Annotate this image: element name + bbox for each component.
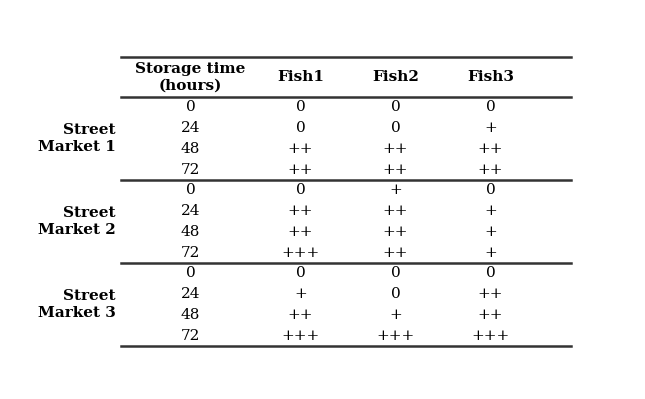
Text: 0: 0 xyxy=(186,184,195,198)
Text: Fish1: Fish1 xyxy=(277,70,324,84)
Text: 0: 0 xyxy=(486,101,495,115)
Text: 0: 0 xyxy=(295,184,306,198)
Text: ++: ++ xyxy=(382,142,408,156)
Text: Street
Market 2: Street Market 2 xyxy=(38,206,115,237)
Text: ++: ++ xyxy=(382,163,408,177)
Text: Fish3: Fish3 xyxy=(467,70,514,84)
Text: 24: 24 xyxy=(181,204,201,218)
Text: +++: +++ xyxy=(377,328,415,342)
Text: +++: +++ xyxy=(281,245,320,260)
Text: 0: 0 xyxy=(486,266,495,280)
Text: ++: ++ xyxy=(478,142,503,156)
Text: Fish2: Fish2 xyxy=(372,70,419,84)
Text: 0: 0 xyxy=(186,266,195,280)
Text: 48: 48 xyxy=(181,142,201,156)
Text: +: + xyxy=(389,184,402,198)
Text: ++: ++ xyxy=(478,308,503,322)
Text: 0: 0 xyxy=(295,101,306,115)
Text: 0: 0 xyxy=(486,184,495,198)
Text: 0: 0 xyxy=(295,266,306,280)
Text: 24: 24 xyxy=(181,287,201,301)
Text: 0: 0 xyxy=(295,121,306,135)
Text: 48: 48 xyxy=(181,225,201,239)
Text: Storage time
(hours): Storage time (hours) xyxy=(135,62,246,92)
Text: +: + xyxy=(484,121,497,135)
Text: ++: ++ xyxy=(382,204,408,218)
Text: 0: 0 xyxy=(391,101,401,115)
Text: ++: ++ xyxy=(478,287,503,301)
Text: +++: +++ xyxy=(471,328,510,342)
Text: ++: ++ xyxy=(478,163,503,177)
Text: ++: ++ xyxy=(288,142,313,156)
Text: 24: 24 xyxy=(181,121,201,135)
Text: +: + xyxy=(294,287,307,301)
Text: +++: +++ xyxy=(281,328,320,342)
Text: +: + xyxy=(484,245,497,260)
Text: ++: ++ xyxy=(288,204,313,218)
Text: 0: 0 xyxy=(391,266,401,280)
Text: 72: 72 xyxy=(181,328,201,342)
Text: ++: ++ xyxy=(382,225,408,239)
Text: ++: ++ xyxy=(288,163,313,177)
Text: 72: 72 xyxy=(181,245,201,260)
Text: +: + xyxy=(389,308,402,322)
Text: 48: 48 xyxy=(181,308,201,322)
Text: +: + xyxy=(484,204,497,218)
Text: +: + xyxy=(484,225,497,239)
Text: 0: 0 xyxy=(391,121,401,135)
Text: Street
Market 3: Street Market 3 xyxy=(38,289,115,320)
Text: 72: 72 xyxy=(181,163,201,177)
Text: 0: 0 xyxy=(186,101,195,115)
Text: ++: ++ xyxy=(288,308,313,322)
Text: ++: ++ xyxy=(288,225,313,239)
Text: 0: 0 xyxy=(391,287,401,301)
Text: ++: ++ xyxy=(382,245,408,260)
Text: Street
Market 1: Street Market 1 xyxy=(38,123,115,154)
